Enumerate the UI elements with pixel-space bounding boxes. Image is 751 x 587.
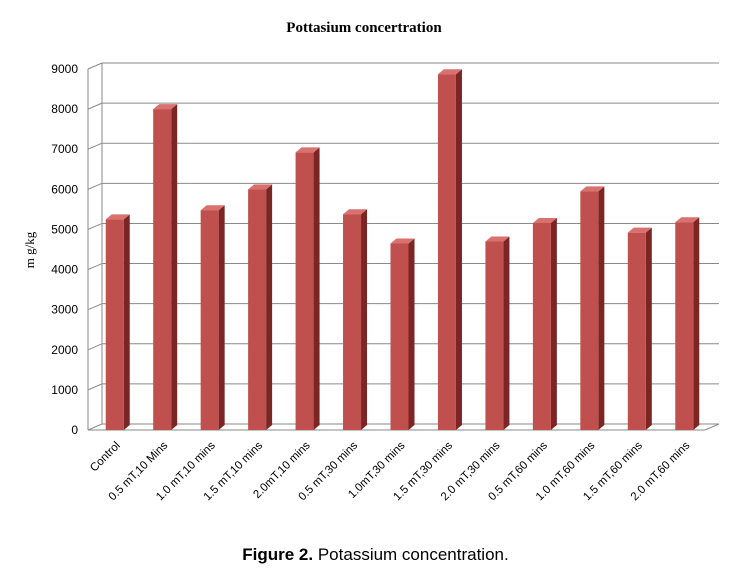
bar: [200, 205, 225, 430]
bar-front: [105, 219, 124, 430]
bar-top: [627, 227, 652, 233]
y-tick-label: 8000: [51, 102, 78, 116]
bar-top: [343, 209, 368, 215]
bar-side: [693, 217, 700, 430]
bar-top: [248, 184, 273, 190]
bar-side: [218, 205, 225, 430]
bar: [295, 147, 320, 431]
bar-front: [485, 241, 504, 430]
bar-side: [598, 186, 605, 430]
y-tick-label: 0: [71, 423, 78, 437]
bar: [105, 214, 130, 430]
bar-side: [266, 184, 273, 430]
bar: [153, 104, 178, 430]
bar-side: [123, 214, 130, 430]
bar-top: [532, 218, 557, 224]
bar-side: [361, 209, 368, 430]
bar-top: [675, 217, 700, 223]
bar: [675, 217, 700, 430]
chart-frame: Pottasium concertration m g/kg 0 1000 2000…: [22, 20, 720, 504]
bar: [437, 69, 462, 430]
bar-front: [675, 222, 694, 430]
bar: [627, 227, 652, 430]
gridline-depth: [87, 142, 103, 150]
y-tick-label: 2000: [51, 343, 78, 357]
bar: [580, 186, 605, 430]
bar-side: [645, 227, 652, 430]
bars: [105, 69, 700, 431]
bar: [248, 184, 273, 430]
bar-front: [532, 223, 551, 430]
bar-front: [343, 214, 362, 430]
gridline-depth: [87, 383, 103, 391]
bar-front: [627, 232, 646, 430]
bar-top: [200, 205, 225, 211]
gridline-depth: [87, 222, 103, 230]
bar-top: [105, 214, 130, 220]
bar-front: [390, 243, 409, 430]
y-tick-label: 6000: [51, 182, 78, 196]
y-tick-label: 1000: [51, 383, 78, 397]
bar-front: [437, 74, 456, 430]
potassium-bar-chart: Pottasium concertration m g/kg 0 1000 2000…: [22, 20, 720, 503]
gridline-depth: [87, 343, 103, 351]
y-tick-label: 9000: [51, 62, 78, 76]
bar-top: [437, 69, 462, 75]
bar: [485, 236, 510, 430]
bar-side: [550, 218, 557, 430]
bar-side: [455, 69, 462, 430]
gridline-depth: [87, 263, 103, 271]
x-tick-label: Control: [88, 440, 123, 475]
bar: [390, 238, 415, 430]
bar-front: [580, 191, 599, 430]
gridline-depth: [87, 62, 103, 70]
figure-caption-text: Potassium concentration.: [317, 545, 509, 564]
y-tick-label: 5000: [51, 222, 78, 236]
bar-top: [295, 147, 320, 153]
bar-top: [153, 104, 178, 110]
y-axis-label: m g/kg: [22, 231, 37, 268]
gridline-depth: [87, 303, 103, 311]
bar-side: [171, 104, 178, 430]
y-tick-label: 7000: [51, 142, 78, 156]
figure-caption: Figure 2. Potassium concentration.: [0, 545, 751, 565]
bar-front: [153, 109, 172, 430]
figure-caption-label: Figure 2.: [242, 545, 314, 564]
chart-title: Pottasium concertration: [286, 20, 442, 36]
gridline-depth: [87, 102, 103, 110]
bar-front: [295, 152, 314, 431]
gridline-depth: [87, 423, 103, 431]
bar: [343, 209, 368, 430]
gridline-depth: [87, 182, 103, 190]
bar-front: [248, 189, 267, 430]
bar-side: [313, 147, 320, 431]
y-tick-label: 3000: [51, 303, 78, 317]
y-tick-label: 4000: [51, 263, 78, 277]
bar-side: [408, 238, 415, 430]
y-tick-labels: 0 1000 2000 3000 4000 5000 6000 7000 8000 9000: [51, 62, 78, 437]
floor-edge: [704, 423, 720, 431]
bar: [532, 218, 557, 430]
bar-front: [200, 210, 219, 430]
bar-side: [503, 236, 510, 430]
bar-top: [485, 236, 510, 242]
bar-top: [580, 186, 605, 192]
bar-top: [390, 238, 415, 244]
